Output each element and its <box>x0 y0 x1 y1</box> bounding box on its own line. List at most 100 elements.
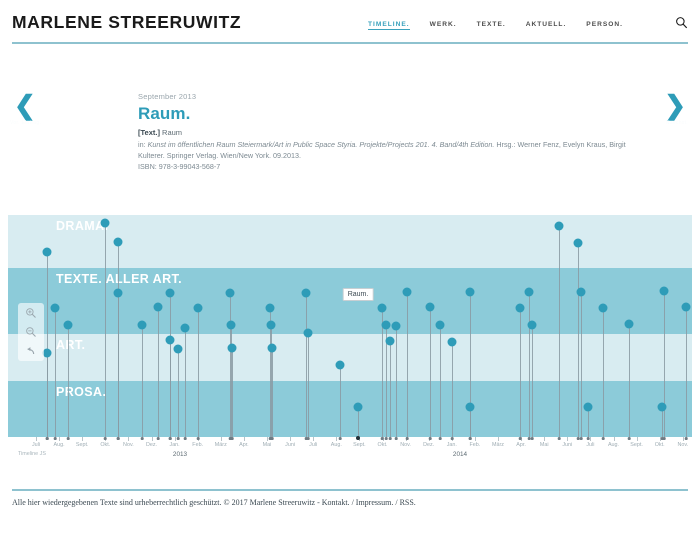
nav-item-person[interactable]: PERSON. <box>586 21 623 28</box>
timeline-chart[interactable]: DRAMA. TEXTE. ALLER ART. ART. PROSA. Raum. <box>8 215 692 437</box>
zoom-in-icon[interactable] <box>24 306 38 320</box>
nav-item-timeline[interactable]: TIMELINE. <box>368 21 410 30</box>
nav-item-werk[interactable]: WERK. <box>429 21 457 28</box>
timeline-point[interactable] <box>165 335 175 345</box>
timeline-point[interactable] <box>527 320 537 330</box>
timeline-point[interactable] <box>598 303 608 313</box>
timeline-point[interactable] <box>381 320 391 330</box>
axis-event-marker[interactable] <box>662 437 666 440</box>
axis-event-marker[interactable] <box>468 437 472 440</box>
axis-event-marker[interactable] <box>579 437 583 440</box>
timeline-point[interactable] <box>335 360 345 370</box>
axis-event-marker[interactable] <box>140 437 144 440</box>
timeline-point[interactable] <box>385 336 395 346</box>
timeline-point[interactable] <box>515 303 525 313</box>
timeline-point[interactable] <box>266 320 276 330</box>
axis-event-marker-selected[interactable] <box>356 436 360 440</box>
timeline-point[interactable] <box>226 320 236 330</box>
axis-event-marker[interactable] <box>530 437 534 440</box>
timeline-point[interactable] <box>657 402 667 412</box>
axis-event-marker[interactable] <box>660 437 664 440</box>
timeline-point[interactable] <box>42 247 52 257</box>
timeline-point[interactable] <box>303 328 313 338</box>
footer-link-kontakt[interactable]: Kontakt. <box>321 498 350 507</box>
timeline-point[interactable] <box>165 288 175 298</box>
timeline-point[interactable] <box>402 287 412 297</box>
footer-link-impressum[interactable]: / Impressum. <box>351 498 394 507</box>
axis-event-marker[interactable] <box>576 437 580 440</box>
timeline-point[interactable] <box>425 302 435 312</box>
axis-event-marker[interactable] <box>627 437 631 440</box>
timeline-point[interactable] <box>353 402 363 412</box>
axis-event-marker[interactable] <box>183 437 187 440</box>
nav-item-aktuell[interactable]: AKTUELL. <box>525 21 567 28</box>
timeline-point[interactable] <box>554 221 564 231</box>
timeline-point[interactable] <box>524 287 534 297</box>
axis-event-marker[interactable] <box>557 437 561 440</box>
zoom-out-icon[interactable] <box>24 325 38 339</box>
nav-item-texte[interactable]: TEXTE. <box>476 21 506 28</box>
timeline-point[interactable] <box>681 302 691 312</box>
axis-event-marker[interactable] <box>518 437 522 440</box>
axis-event-marker[interactable] <box>176 437 180 440</box>
axis-event-marker[interactable] <box>103 437 107 440</box>
axis-event-marker[interactable] <box>438 437 442 440</box>
axis-event-marker[interactable] <box>388 437 392 440</box>
axis-event-marker[interactable] <box>450 437 454 440</box>
timeline-point[interactable] <box>391 321 401 331</box>
timeline-point[interactable] <box>267 343 277 353</box>
timeline-point[interactable] <box>573 238 583 248</box>
axis-event-marker[interactable] <box>384 437 388 440</box>
undo-arrow-icon[interactable] <box>24 344 38 358</box>
timeline-point[interactable] <box>193 303 203 313</box>
timeline-point[interactable] <box>137 320 147 330</box>
timeline-point[interactable] <box>659 286 669 296</box>
axis-event-marker[interactable] <box>116 437 120 440</box>
timeline-point[interactable] <box>435 320 445 330</box>
axis-event-marker[interactable] <box>306 437 310 440</box>
timeline-point[interactable] <box>377 303 387 313</box>
timeline-point[interactable] <box>113 237 123 247</box>
footer-link-rss[interactable]: / RSS. <box>395 498 416 507</box>
axis-event-marker[interactable] <box>405 437 409 440</box>
timeline-point[interactable] <box>63 320 73 330</box>
axis-event-marker[interactable] <box>53 437 57 440</box>
axis-event-marker[interactable] <box>66 437 70 440</box>
timeline-point[interactable] <box>583 402 593 412</box>
timeline-point[interactable] <box>465 402 475 412</box>
next-entry-button[interactable]: ❯ <box>664 90 686 120</box>
timeline-point[interactable] <box>624 319 634 329</box>
timeline-point[interactable] <box>113 288 123 298</box>
prev-entry-button[interactable]: ❮ <box>14 90 36 120</box>
axis-event-marker[interactable] <box>428 437 432 440</box>
axis-event-marker[interactable] <box>168 437 172 440</box>
axis-event-marker[interactable] <box>270 437 274 440</box>
timeline-point[interactable] <box>42 348 52 358</box>
axis-event-marker[interactable] <box>230 437 234 440</box>
timeline-point[interactable] <box>447 337 457 347</box>
timeline-point[interactable] <box>465 287 475 297</box>
timeline-point[interactable] <box>225 288 235 298</box>
timeline-point[interactable] <box>100 218 110 228</box>
timeline-point[interactable] <box>576 287 586 297</box>
timeline-point[interactable] <box>50 303 60 313</box>
timeline-point[interactable] <box>227 343 237 353</box>
axis-event-marker[interactable] <box>380 437 384 440</box>
axis-event-marker[interactable] <box>394 437 398 440</box>
timeline-point[interactable] <box>153 302 163 312</box>
timeline-point[interactable] <box>173 344 183 354</box>
site-brand[interactable]: MARLENE STREERUWITZ <box>12 12 242 32</box>
axis-event-marker[interactable] <box>338 437 342 440</box>
axis-event-marker[interactable] <box>196 437 200 440</box>
search-icon[interactable] <box>675 16 688 29</box>
timeline-point[interactable] <box>180 323 190 333</box>
axis-event-marker[interactable] <box>527 437 531 440</box>
axis-event-marker[interactable] <box>304 437 308 440</box>
axis-event-marker[interactable] <box>601 437 605 440</box>
timeline-point[interactable] <box>301 288 311 298</box>
axis-event-marker[interactable] <box>684 437 688 440</box>
timeline-point[interactable] <box>265 303 275 313</box>
axis-event-marker[interactable] <box>586 437 590 440</box>
axis-event-marker[interactable] <box>156 437 160 440</box>
axis-event-marker[interactable] <box>45 437 49 440</box>
